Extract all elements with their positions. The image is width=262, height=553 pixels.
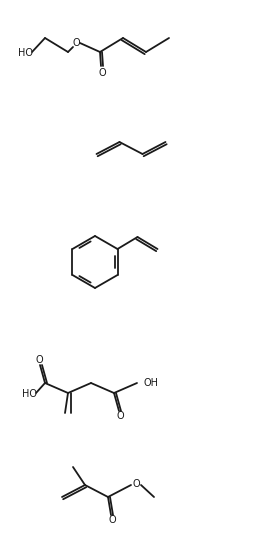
- Text: O: O: [72, 38, 80, 48]
- Text: O: O: [132, 479, 140, 489]
- Text: O: O: [116, 411, 124, 421]
- Text: O: O: [35, 355, 43, 365]
- Text: O: O: [98, 68, 106, 78]
- Text: OH: OH: [143, 378, 158, 388]
- Text: O: O: [108, 515, 116, 525]
- Text: HO: HO: [18, 48, 33, 58]
- Text: HO: HO: [22, 389, 37, 399]
